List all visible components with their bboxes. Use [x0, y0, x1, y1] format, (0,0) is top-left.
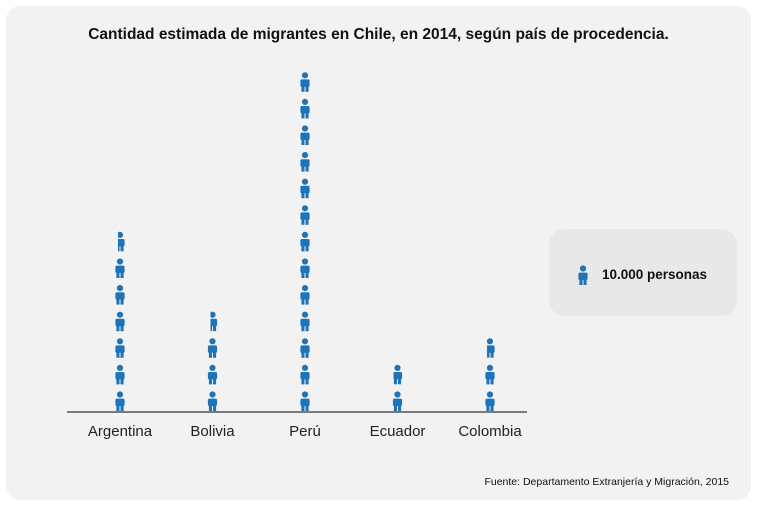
- person-icon: [115, 364, 125, 385]
- person-icon: [392, 391, 403, 411]
- bar-colombia: [485, 338, 495, 411]
- person-icon: [485, 364, 495, 385]
- person-icon: [300, 125, 310, 145]
- person-icon: [300, 178, 310, 199]
- person-icon: [300, 311, 310, 332]
- person-icon: [115, 391, 125, 411]
- tick-label-colombia: Colombia: [458, 423, 522, 440]
- person-icon: [393, 364, 403, 385]
- person-icon: [300, 98, 310, 119]
- person-icon: [115, 311, 125, 332]
- legend-label: 10.000 personas: [602, 267, 708, 282]
- person-icon: [118, 231, 125, 252]
- bar-bolivia: [207, 311, 218, 411]
- tick-label-argentina: Argentina: [88, 423, 153, 440]
- source-note: Fuente: Departamento Extranjería y Migra…: [484, 476, 729, 488]
- person-icon: [300, 231, 310, 252]
- tick-label-perú: Perú: [289, 423, 321, 440]
- person-icon: [300, 364, 310, 385]
- tick-label-bolivia: Bolivia: [190, 423, 235, 440]
- chart-title: Cantidad estimada de migrantes en Chile,…: [88, 26, 669, 43]
- person-icon: [115, 285, 125, 305]
- person-icon: [300, 391, 310, 411]
- person-icon: [300, 205, 310, 225]
- person-icon: [115, 258, 125, 278]
- legend: 10.000 personas: [549, 229, 737, 316]
- person-icon: [210, 311, 218, 332]
- tick-label-ecuador: Ecuador: [370, 423, 426, 440]
- person-icon: [207, 338, 218, 358]
- person-icon: [300, 338, 310, 358]
- person-icon: [300, 258, 310, 278]
- person-icon: [207, 364, 218, 385]
- bar-ecuador: [392, 364, 403, 411]
- person-icon: [300, 72, 310, 92]
- person-icon: [115, 338, 125, 358]
- category-labels: Argentina Bolivia Perú Ecuador Colombia: [88, 423, 522, 440]
- person-icon: [207, 391, 218, 411]
- person-icon: [487, 338, 495, 358]
- bar-argentina: [115, 231, 125, 411]
- person-icon: [300, 152, 310, 172]
- bars-group: [115, 72, 495, 411]
- person-icon: [578, 265, 588, 285]
- person-icon: [485, 391, 495, 411]
- bar-perú: [300, 72, 310, 411]
- person-icon: [300, 285, 310, 305]
